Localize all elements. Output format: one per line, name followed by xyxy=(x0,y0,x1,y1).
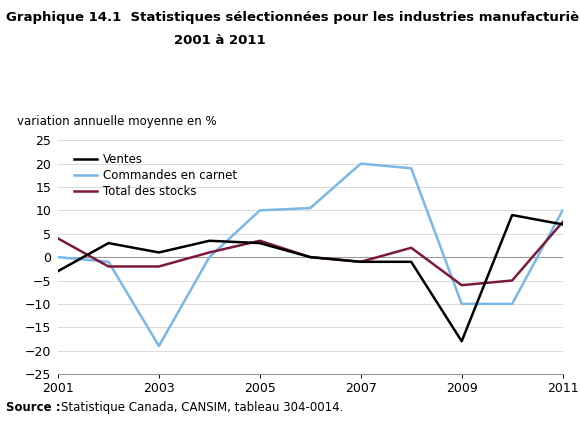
Text: 2001 à 2011: 2001 à 2011 xyxy=(174,34,266,47)
Text: Statistique Canada, CANSIM, tableau 304-0014.: Statistique Canada, CANSIM, tableau 304-… xyxy=(61,401,343,414)
Text: variation annuelle moyenne en %: variation annuelle moyenne en % xyxy=(17,114,217,127)
Text: Graphique 14.1  Statistiques sélectionnées pour les industries manufacturières,: Graphique 14.1 Statistiques sélectionnée… xyxy=(6,11,580,24)
Legend: Ventes, Commandes en carnet, Total des stocks: Ventes, Commandes en carnet, Total des s… xyxy=(69,148,242,203)
Text: Source :: Source : xyxy=(6,401,64,414)
